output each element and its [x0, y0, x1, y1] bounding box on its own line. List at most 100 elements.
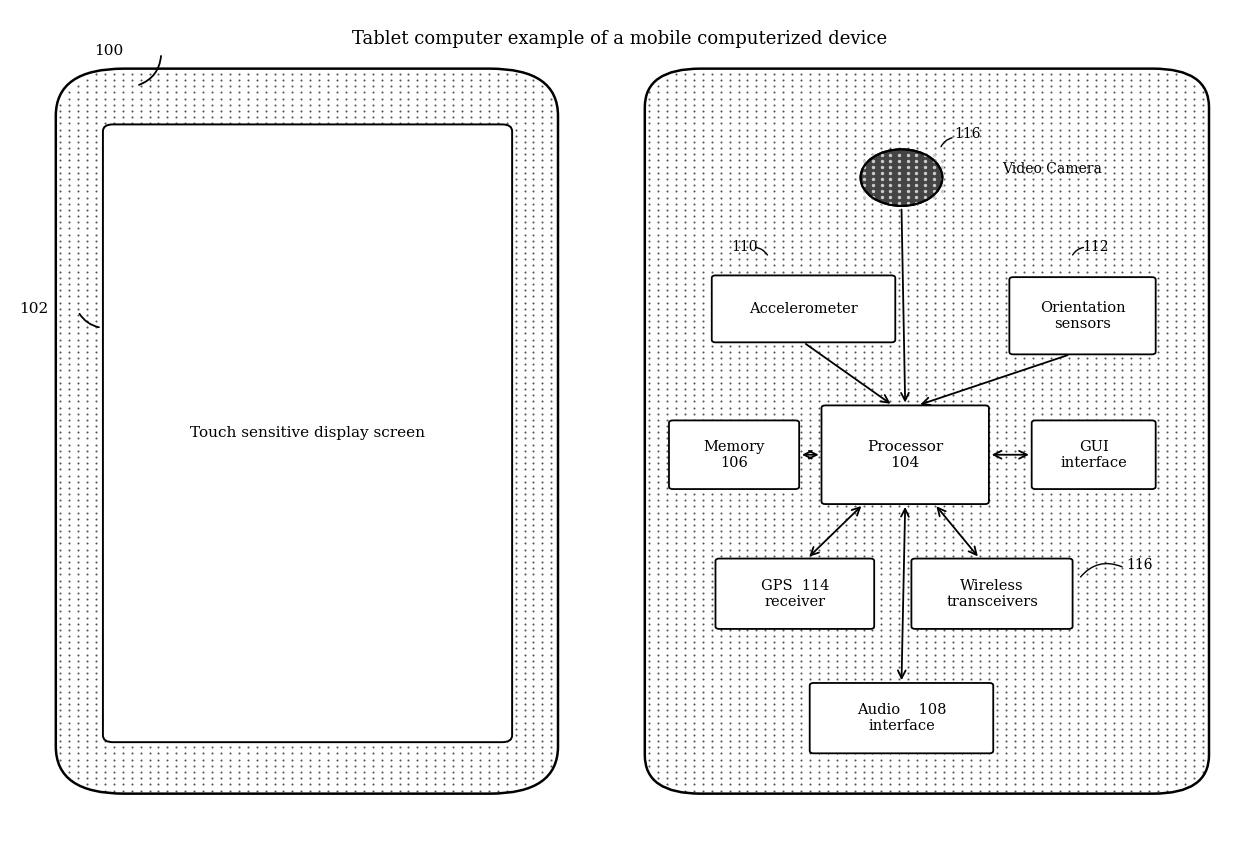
- Point: [970, 734, 990, 748]
- Point: [863, 80, 883, 94]
- Point: [764, 450, 784, 464]
- Point: [924, 172, 944, 186]
- Point: [755, 586, 775, 600]
- Point: [68, 178, 88, 192]
- Point: [889, 314, 909, 328]
- Point: [1095, 160, 1115, 173]
- Point: [1148, 456, 1168, 470]
- Point: [908, 667, 928, 680]
- Point: [327, 209, 347, 223]
- Point: [1023, 258, 1043, 272]
- Point: [675, 691, 694, 704]
- Point: [95, 258, 115, 272]
- Point: [853, 135, 873, 148]
- Point: [702, 685, 722, 698]
- Point: [880, 642, 900, 656]
- Point: [300, 598, 320, 612]
- Point: [532, 518, 552, 532]
- Point: [791, 771, 811, 785]
- Point: [122, 240, 141, 254]
- Point: [461, 549, 481, 563]
- Point: [417, 660, 436, 674]
- Point: [274, 481, 294, 495]
- Point: [113, 333, 133, 347]
- Point: [185, 308, 205, 322]
- Point: [675, 154, 694, 167]
- Point: [291, 468, 311, 482]
- Point: [863, 450, 883, 464]
- Point: [719, 561, 739, 575]
- Point: [898, 178, 918, 192]
- Point: [363, 296, 383, 310]
- Point: [443, 432, 463, 445]
- Point: [95, 704, 115, 717]
- Point: [372, 271, 392, 285]
- Point: [675, 543, 694, 557]
- Point: [898, 642, 918, 656]
- Point: [193, 462, 213, 476]
- Point: [453, 351, 472, 365]
- Point: [470, 234, 490, 248]
- Point: [702, 468, 722, 482]
- Point: [532, 135, 552, 148]
- Point: [211, 623, 231, 637]
- Point: [693, 450, 713, 464]
- Point: [229, 605, 249, 619]
- Point: [247, 271, 267, 285]
- Point: [381, 642, 401, 656]
- Point: [1193, 426, 1213, 439]
- Point: [711, 617, 730, 631]
- Point: [1095, 524, 1115, 538]
- Point: [693, 716, 713, 729]
- Point: [1006, 117, 1025, 130]
- Point: [1068, 413, 1087, 426]
- Point: [1023, 358, 1043, 372]
- Point: [238, 135, 258, 148]
- Point: [130, 420, 150, 433]
- Point: [666, 92, 686, 106]
- Point: [479, 351, 498, 365]
- Point: [729, 667, 749, 680]
- Point: [978, 444, 998, 457]
- Point: [345, 333, 365, 347]
- Point: [68, 389, 88, 402]
- Point: [719, 536, 739, 550]
- Point: [702, 227, 722, 241]
- Point: [1104, 740, 1123, 754]
- Point: [453, 98, 472, 112]
- Point: [1166, 67, 1185, 81]
- Point: [443, 67, 463, 81]
- Point: [872, 783, 892, 797]
- Point: [978, 586, 998, 600]
- Point: [640, 462, 660, 476]
- Point: [274, 271, 294, 285]
- Point: [434, 339, 454, 353]
- Point: [60, 648, 79, 662]
- Point: [122, 580, 141, 594]
- Point: [987, 240, 1007, 254]
- Point: [149, 642, 169, 656]
- Point: [1184, 722, 1204, 735]
- Point: [853, 92, 873, 106]
- Point: [363, 499, 383, 513]
- Point: [844, 196, 864, 210]
- Point: [1006, 598, 1025, 612]
- Point: [68, 543, 88, 557]
- Point: [978, 160, 998, 173]
- Point: [791, 438, 811, 451]
- Point: [1068, 289, 1087, 303]
- Point: [255, 598, 275, 612]
- Point: [1059, 184, 1079, 198]
- Point: [1014, 420, 1034, 433]
- Point: [166, 98, 186, 112]
- Point: [1023, 154, 1043, 167]
- Point: [666, 555, 686, 569]
- Point: [363, 302, 383, 316]
- Point: [202, 370, 222, 384]
- Point: [738, 704, 758, 717]
- Point: [77, 716, 97, 729]
- Point: [746, 308, 766, 322]
- Point: [363, 574, 383, 588]
- Point: [211, 759, 231, 773]
- Point: [764, 691, 784, 704]
